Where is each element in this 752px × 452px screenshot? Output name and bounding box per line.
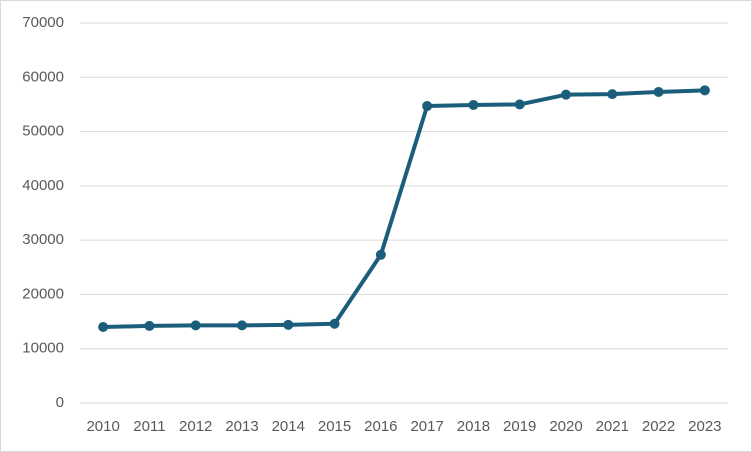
- x-tick-label: 2011: [133, 418, 165, 435]
- y-tick-label: 40000: [22, 177, 64, 194]
- point: [283, 319, 294, 330]
- x-tick-label: 2022: [642, 418, 675, 435]
- x-tick-label: 2020: [549, 418, 582, 435]
- point: [190, 320, 201, 331]
- y-tick-label: 10000: [22, 340, 64, 357]
- x-tick-label: 2018: [457, 418, 490, 435]
- line: [103, 88, 705, 329]
- y-tick-label: 60000: [22, 68, 64, 85]
- y-tick-label: 0: [56, 394, 64, 411]
- point: [514, 99, 525, 110]
- x-tick-label: 2010: [86, 418, 119, 435]
- x-tick-label: 2017: [410, 418, 443, 435]
- y-tick-label: 50000: [22, 123, 64, 140]
- x-tick-label: 2013: [225, 418, 258, 435]
- point: [468, 99, 479, 110]
- x-tick-label: 2016: [364, 418, 397, 435]
- y-tick-label: 20000: [22, 285, 64, 302]
- point: [329, 318, 340, 329]
- x-tick-label: 2015: [318, 418, 351, 435]
- x-tick-label: 2014: [272, 418, 305, 435]
- y-tick-label: 70000: [22, 14, 64, 31]
- point: [653, 86, 664, 97]
- point: [607, 89, 618, 100]
- x-tick-label: 2021: [596, 418, 629, 435]
- x-tick-label: 2012: [179, 418, 212, 435]
- x-tick-label: 2023: [688, 418, 721, 435]
- point: [98, 322, 109, 332]
- point: [699, 85, 710, 96]
- y-tick-label: 30000: [22, 231, 64, 248]
- x-tick-label: 2019: [503, 418, 536, 435]
- point: [237, 320, 247, 331]
- point: [375, 249, 386, 260]
- point: [144, 320, 155, 331]
- point: [561, 89, 571, 100]
- point: [422, 101, 433, 112]
